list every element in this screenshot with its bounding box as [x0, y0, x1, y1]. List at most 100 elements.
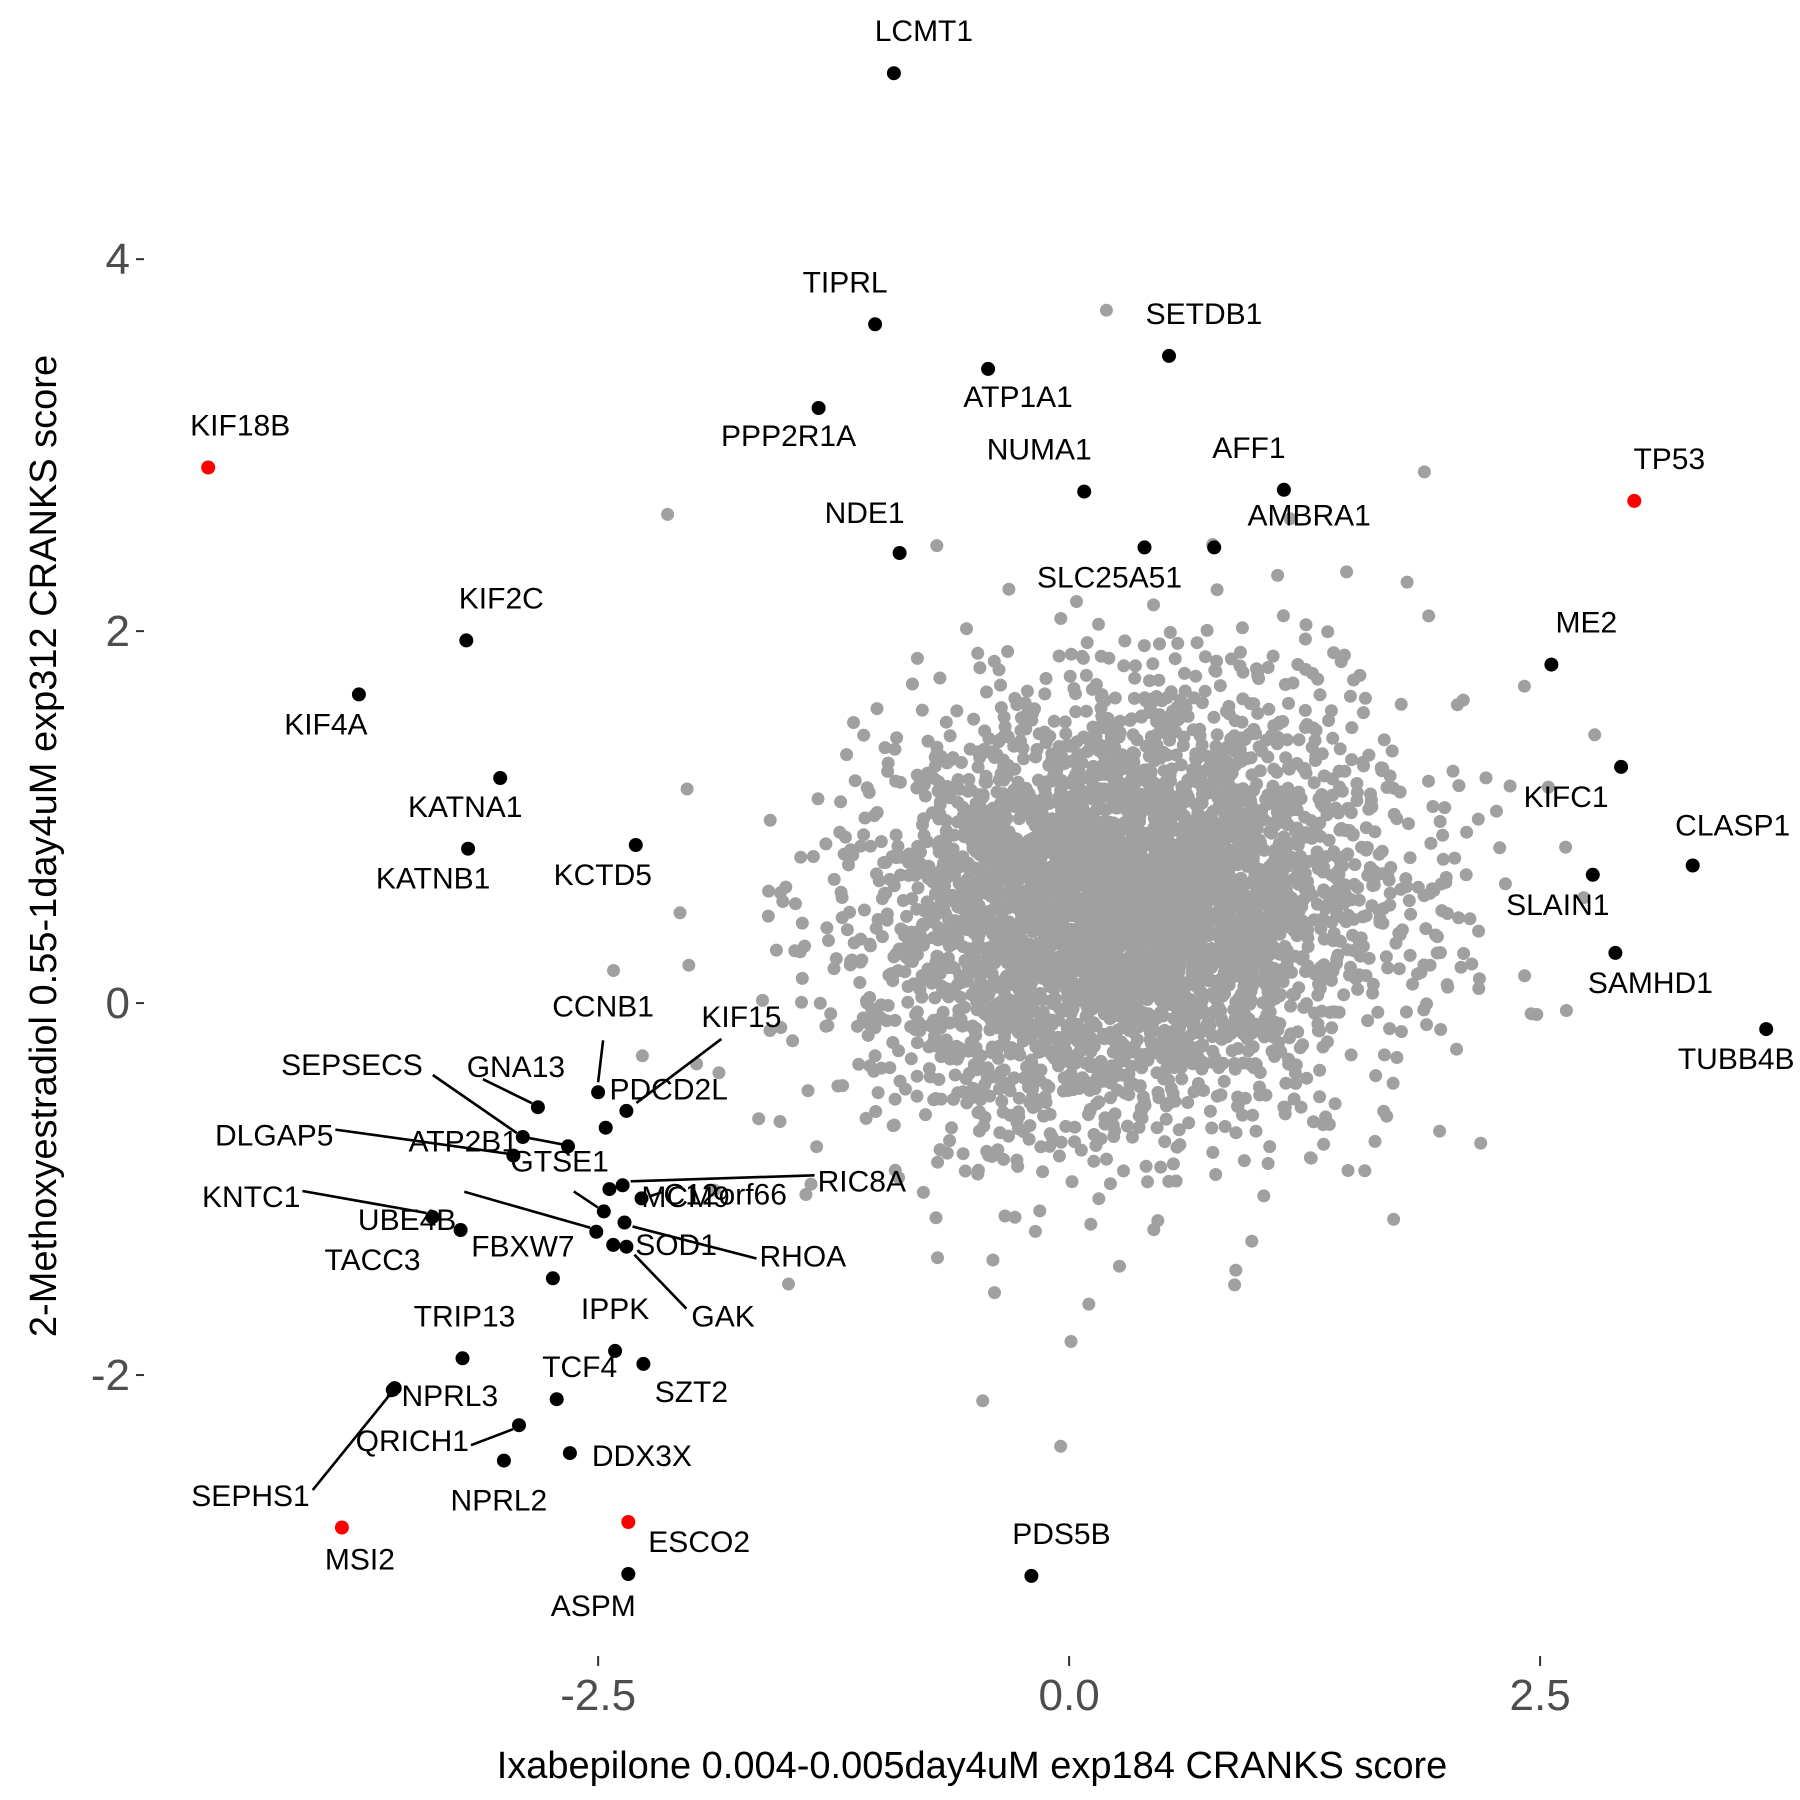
background-point [1282, 1057, 1296, 1071]
background-point [1219, 936, 1233, 950]
background-point [1434, 877, 1448, 891]
background-point [1211, 1005, 1225, 1019]
background-point [1056, 849, 1070, 863]
background-point [1254, 812, 1268, 826]
background-point [1076, 827, 1090, 841]
background-point [1266, 967, 1280, 981]
background-point [945, 1121, 958, 1135]
background-point [1448, 851, 1462, 865]
background-point [769, 943, 783, 957]
background-point [1064, 647, 1078, 661]
background-point [1170, 1140, 1184, 1154]
background-point [1230, 798, 1244, 812]
background-point [1284, 965, 1298, 979]
background-point [1084, 908, 1098, 922]
background-point [998, 1209, 1012, 1223]
background-point [969, 1041, 983, 1055]
background-point [1300, 1071, 1314, 1085]
background-point [1184, 907, 1198, 921]
background-point [950, 1052, 964, 1066]
background-point [779, 880, 793, 894]
background-point [1377, 902, 1391, 915]
background-point [1276, 609, 1290, 623]
label-ambra1: AMBRA1 [1248, 499, 1371, 532]
label-ube4b: UBE4B [358, 1204, 456, 1237]
background-point [1288, 1066, 1302, 1080]
background-point [1386, 1076, 1400, 1090]
background-point [1123, 1077, 1137, 1091]
background-point [980, 775, 994, 789]
label-kctd5: KCTD5 [554, 859, 652, 892]
background-point [867, 1064, 881, 1078]
background-point [967, 861, 981, 875]
label-sepsecs: SEPSECS [281, 1049, 423, 1082]
label-tubb4b: TUBB4B [1678, 1043, 1795, 1076]
background-point [1154, 1009, 1168, 1023]
label-fbxw7: FBXW7 [471, 1230, 574, 1263]
background-point [1047, 714, 1061, 728]
leader-ric8a [630, 1174, 815, 1183]
background-point [1279, 751, 1293, 765]
label-dlgap5: DLGAP5 [215, 1120, 333, 1153]
background-point [834, 795, 848, 809]
background-point [928, 750, 942, 764]
background-point [1278, 815, 1292, 829]
background-point [1010, 1153, 1024, 1167]
background-point [943, 1016, 957, 1030]
background-point [1271, 717, 1285, 731]
point-kifc1 [1614, 759, 1629, 774]
background-point [1149, 690, 1163, 703]
background-point [960, 920, 974, 934]
background-point [954, 887, 968, 901]
label-rhoa: RHOA [760, 1241, 847, 1274]
background-point [1246, 1040, 1260, 1054]
label-katnb1: KATNB1 [376, 863, 490, 896]
point-sod1 [606, 1237, 621, 1252]
background-point [1094, 649, 1108, 663]
background-point [976, 790, 990, 804]
background-point [1454, 960, 1468, 974]
background-point [1109, 1028, 1123, 1042]
background-point [1270, 881, 1284, 895]
background-point [1422, 774, 1435, 788]
background-point [1198, 684, 1212, 698]
background-point [1101, 767, 1115, 781]
background-point [1127, 691, 1141, 705]
background-point [1080, 813, 1094, 827]
background-point [868, 1049, 882, 1063]
background-point [1034, 852, 1048, 866]
background-point [1089, 1139, 1103, 1152]
background-point [1517, 679, 1531, 693]
background-point [871, 913, 885, 926]
point-sepsecs [515, 1130, 530, 1144]
background-point [863, 937, 877, 951]
background-point [1200, 623, 1214, 637]
background-point [1433, 1124, 1447, 1138]
background-point [1168, 652, 1182, 666]
background-point [984, 1013, 998, 1026]
background-point [1325, 868, 1339, 882]
background-point [1272, 901, 1285, 915]
background-point [799, 1188, 813, 1201]
background-point [1166, 1157, 1180, 1171]
background-point [1290, 803, 1304, 817]
background-point [834, 885, 848, 899]
background-point [1270, 765, 1284, 779]
background-point [1298, 762, 1312, 775]
background-point [1306, 721, 1320, 735]
background-point [1118, 965, 1132, 979]
background-point [1299, 618, 1313, 632]
background-point [1150, 752, 1164, 765]
background-point [1171, 636, 1185, 650]
background-point [1104, 1091, 1117, 1105]
background-point [974, 974, 987, 988]
background-point [991, 1143, 1005, 1157]
background-point [1043, 1139, 1057, 1153]
background-point [931, 1251, 944, 1265]
background-point [1243, 1057, 1256, 1071]
background-point [1328, 1097, 1342, 1111]
background-point [1332, 780, 1346, 794]
background-point [1034, 1063, 1048, 1077]
background-point [1292, 733, 1306, 747]
background-point [1345, 753, 1359, 767]
